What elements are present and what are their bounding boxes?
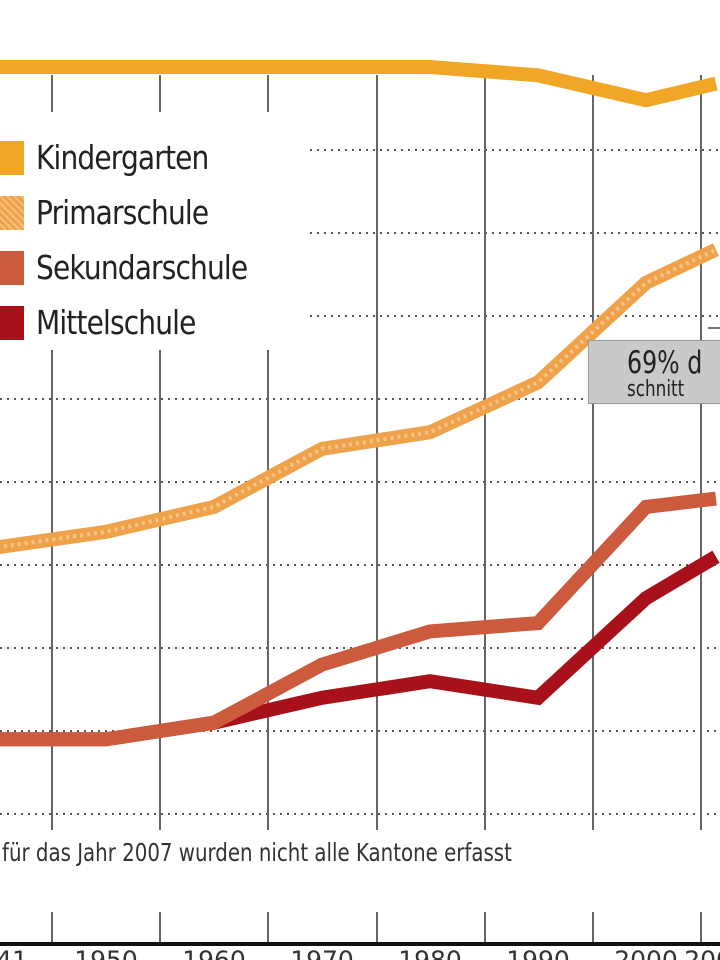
x-tick-label: 1990 <box>506 945 570 960</box>
x-tick-label: 1950 <box>74 945 138 960</box>
legend-label: Mittelschule <box>36 303 196 342</box>
series-texture-primarschule <box>0 247 717 549</box>
x-tick-label: 1960 <box>182 945 246 960</box>
legend-item-primarschule: Primarschule <box>0 185 285 240</box>
legend-swatch <box>0 250 24 285</box>
x-tick-label: 2000 <box>614 945 678 960</box>
legend-label: Primarschule <box>36 193 209 232</box>
legend-item-mittelschule: Mittelschule <box>0 295 285 350</box>
footnote: für das Jahr 2007 wurden nicht alle Kant… <box>2 838 512 867</box>
annotation-box: 69% d schnitt <box>588 340 720 404</box>
legend-swatch <box>0 305 24 340</box>
legend: Kindergarten Primarschule Sekundarschule… <box>0 130 285 350</box>
legend-swatch <box>0 195 24 230</box>
series-lines <box>0 60 720 747</box>
x-tick-label: 2007 <box>684 945 720 960</box>
legend-swatch <box>0 140 24 175</box>
x-tick-label: 1970 <box>290 945 354 960</box>
annotation-line-1: 69% d <box>627 345 703 381</box>
annotation-line-2: schnitt <box>627 377 685 402</box>
legend-item-sekundarschule: Sekundarschule <box>0 240 285 295</box>
series-line-sekundarschule <box>0 491 717 747</box>
legend-label: Sekundarschule <box>36 248 248 287</box>
x-axis: 41 1950 1960 1970 1980 1990 2000 2007 <box>0 912 720 960</box>
series-line-kindergarten <box>0 60 718 108</box>
legend-label: Kindergarten <box>36 138 209 177</box>
x-tick-label: 41 <box>0 945 28 960</box>
x-tick-label: 1980 <box>398 945 462 960</box>
legend-item-kindergarten: Kindergarten <box>0 130 285 185</box>
